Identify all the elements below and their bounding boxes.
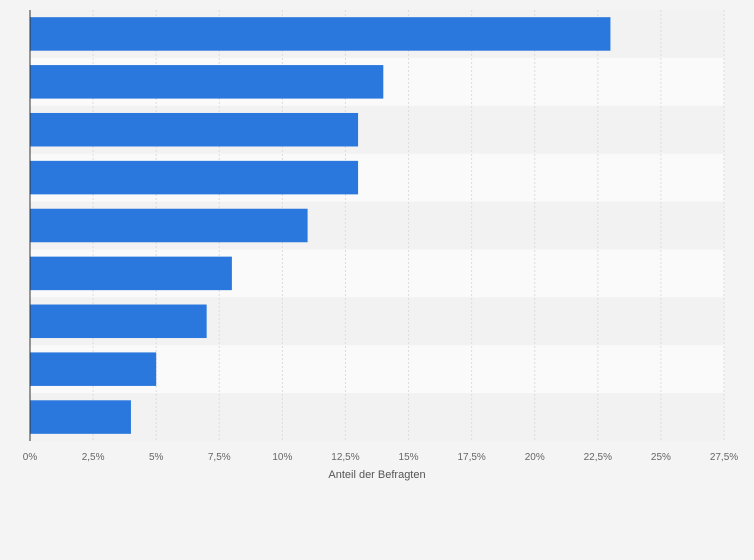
x-axis-title: Anteil der Befragten <box>328 469 425 481</box>
x-tick-label: 0% <box>23 452 38 463</box>
x-tick-label: 27,5% <box>710 452 738 463</box>
bar[interactable] <box>30 352 157 386</box>
row-band <box>30 393 724 441</box>
bars <box>30 17 611 434</box>
bar[interactable] <box>30 160 359 195</box>
bar[interactable] <box>30 112 359 147</box>
bar[interactable] <box>30 17 611 51</box>
x-tick-label: 20% <box>525 452 545 463</box>
bar[interactable] <box>30 256 232 291</box>
x-tick-label: 10% <box>272 452 292 463</box>
x-tick-label: 15% <box>399 452 419 463</box>
x-tick-label: 5% <box>149 452 164 463</box>
x-tick-label: 12,5% <box>331 452 359 463</box>
bar[interactable] <box>30 208 308 243</box>
x-tick-label: 17,5% <box>457 452 485 463</box>
bar[interactable] <box>30 304 207 339</box>
bar[interactable] <box>30 400 131 434</box>
x-tick-label: 2,5% <box>82 452 105 463</box>
bar[interactable] <box>30 65 384 99</box>
x-tick-label: 22,5% <box>584 452 612 463</box>
x-tick-labels: 0% 2,5% 5% 7,5% 10% 12,5% 15% 17,5% 20% 22,5% 25% 2… <box>23 452 739 463</box>
x-tick-label: 7,5% <box>208 452 231 463</box>
x-tick-label: 25% <box>651 452 671 463</box>
